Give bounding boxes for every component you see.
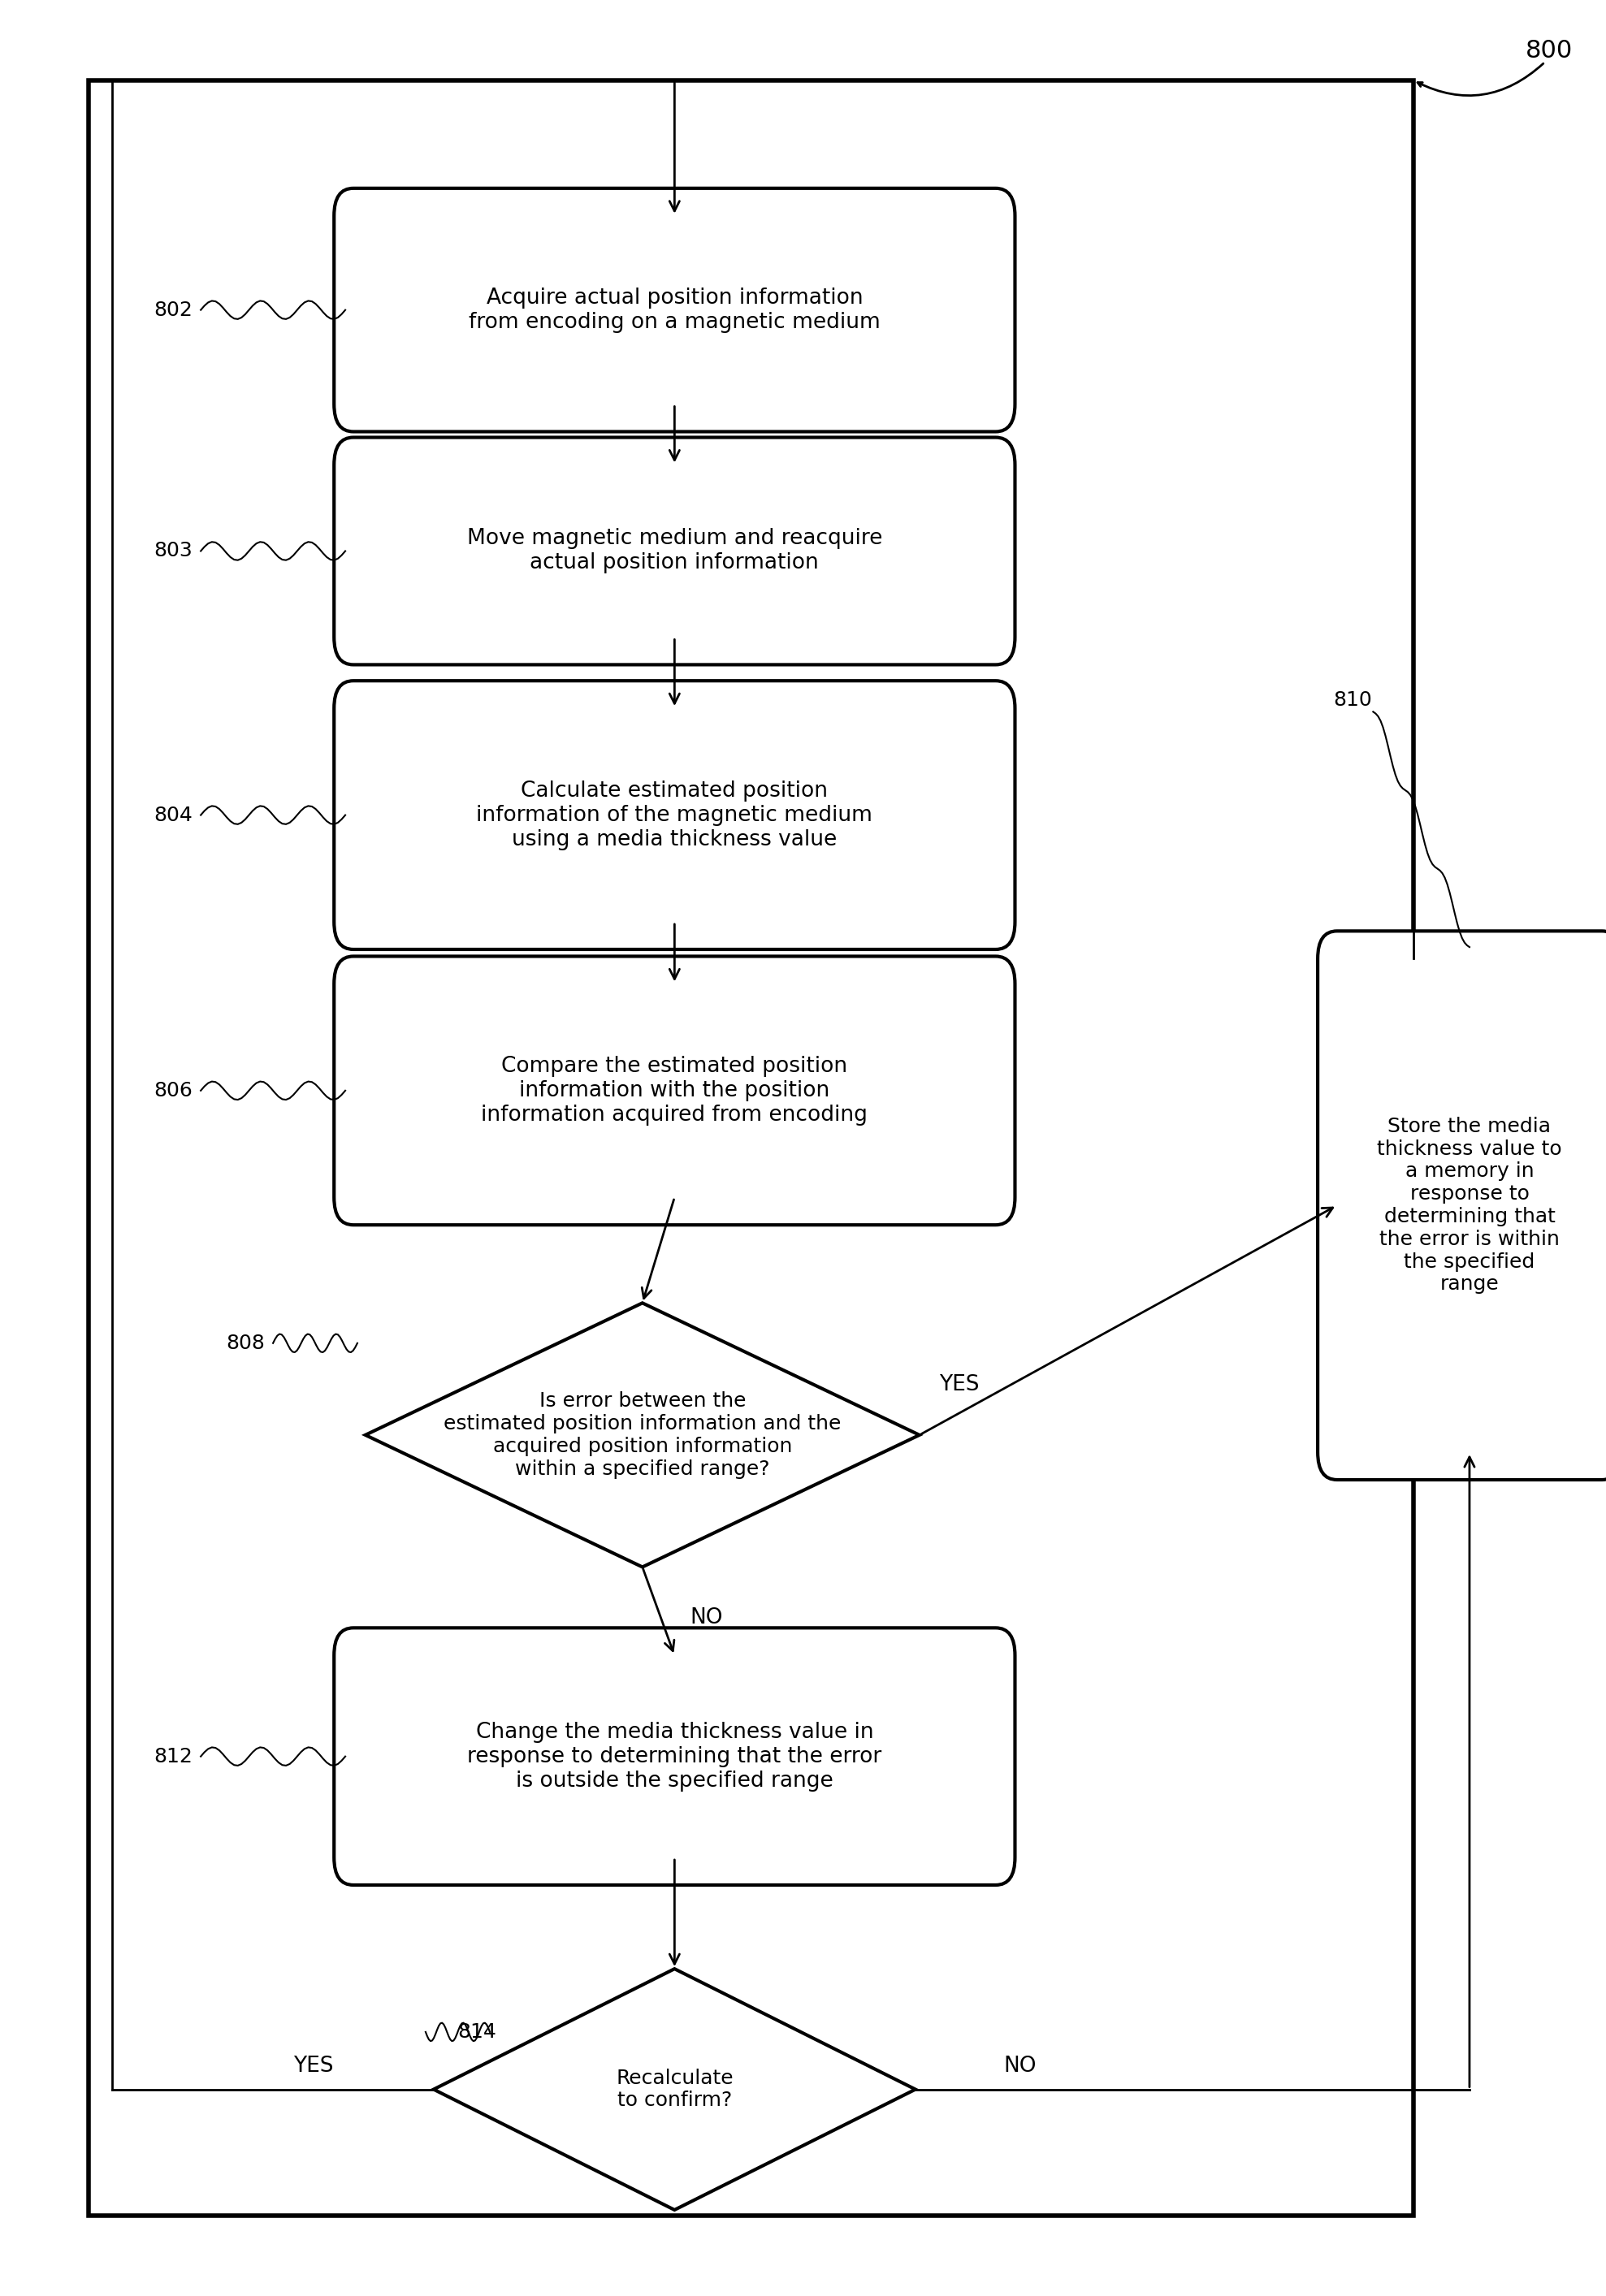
Text: 803: 803 <box>154 542 193 560</box>
Text: Acquire actual position information
from encoding on a magnetic medium: Acquire actual position information from… <box>469 287 880 333</box>
Text: 810: 810 <box>1333 691 1372 709</box>
Text: NO: NO <box>1004 2055 1036 2078</box>
Text: NO: NO <box>691 1607 723 1628</box>
Text: YES: YES <box>292 2055 334 2078</box>
Text: Is error between the
estimated position information and the
acquired position in: Is error between the estimated position … <box>443 1391 842 1479</box>
Text: 802: 802 <box>154 301 193 319</box>
Text: Calculate estimated position
information of the magnetic medium
using a media th: Calculate estimated position information… <box>477 781 872 850</box>
FancyBboxPatch shape <box>334 1628 1015 1885</box>
Text: YES: YES <box>940 1373 980 1396</box>
FancyBboxPatch shape <box>334 188 1015 432</box>
Text: Move magnetic medium and reacquire
actual position information: Move magnetic medium and reacquire actua… <box>467 528 882 574</box>
Text: Store the media
thickness value to
a memory in
response to
determining that
the : Store the media thickness value to a mem… <box>1376 1116 1563 1295</box>
Text: Recalculate
to confirm?: Recalculate to confirm? <box>615 2069 734 2110</box>
Text: 812: 812 <box>154 1747 193 1766</box>
FancyBboxPatch shape <box>334 439 1015 666</box>
Text: 804: 804 <box>154 806 193 824</box>
Text: 808: 808 <box>226 1334 265 1352</box>
Text: Compare the estimated position
information with the position
information acquire: Compare the estimated position informati… <box>482 1056 867 1125</box>
Polygon shape <box>434 1970 915 2209</box>
Bar <box>88 80 1413 2216</box>
FancyBboxPatch shape <box>1317 932 1606 1481</box>
FancyBboxPatch shape <box>334 957 1015 1226</box>
Text: 814: 814 <box>458 2023 496 2041</box>
Polygon shape <box>366 1304 919 1568</box>
Text: 806: 806 <box>154 1081 193 1100</box>
FancyBboxPatch shape <box>334 682 1015 951</box>
Text: 800: 800 <box>1526 39 1572 62</box>
Text: Change the media thickness value in
response to determining that the error
is ou: Change the media thickness value in resp… <box>467 1722 882 1791</box>
